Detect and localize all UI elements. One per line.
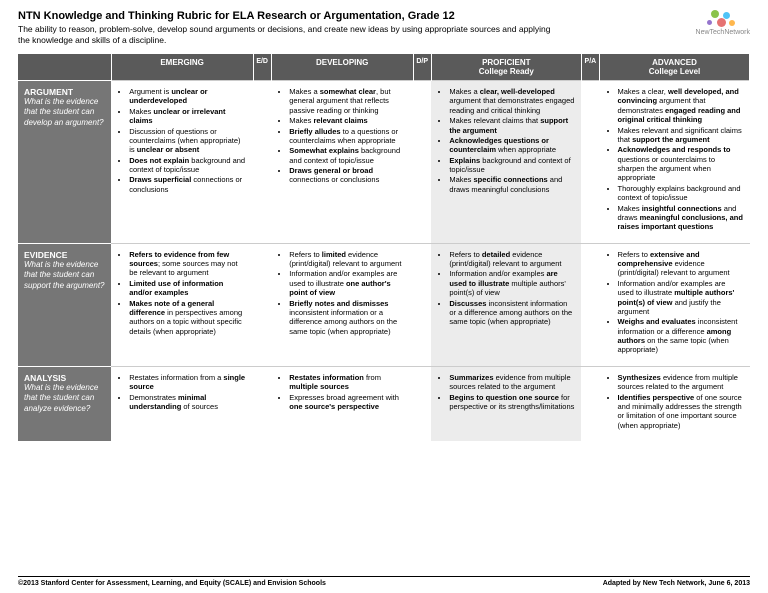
list-item: Limited use of information and/or exampl… — [129, 279, 247, 298]
list-item: Makes specific connections and draws mea… — [449, 175, 575, 194]
list-item: Acknowledges and responds to questions o… — [618, 145, 744, 183]
row-header: ANALYSISWhat is the evidence that the st… — [18, 366, 111, 441]
divider-cell — [413, 243, 431, 366]
list-item: Makes insightful connections and draws m… — [618, 204, 744, 232]
list-item: Expresses broad agreement with one sourc… — [289, 393, 407, 412]
list-item: Makes relevant claims that support the a… — [449, 116, 575, 135]
divider-cell — [413, 81, 431, 244]
list-item: Makes note of a general difference in pe… — [129, 299, 247, 337]
list-item: Information and/or examples are used to … — [449, 269, 575, 297]
cell-proficient: Refers to detailed evidence (print/digit… — [431, 243, 581, 366]
logo-text: NewTechNetwork — [696, 29, 750, 36]
list-item: Restates information from a single sourc… — [129, 373, 247, 392]
list-item: Explains background and context of topic… — [449, 156, 575, 175]
divider-cell — [581, 81, 599, 244]
page-subtitle: The ability to reason, problem-solve, de… — [18, 24, 558, 46]
table-row: EVIDENCEWhat is the evidence that the st… — [18, 243, 750, 366]
list-item: Thoroughly explains background and conte… — [618, 184, 744, 203]
page-title: NTN Knowledge and Thinking Rubric for EL… — [18, 10, 696, 22]
list-item: Acknowledges questions or counterclaim w… — [449, 136, 575, 155]
col-proficient: PROFICIENT College Ready — [431, 54, 581, 81]
list-item: Makes relevant and significant claims th… — [618, 126, 744, 145]
divider-cell — [413, 366, 431, 441]
list-item: Draws superficial connections or conclus… — [129, 175, 247, 194]
cell-proficient: Summarizes evidence from multiple source… — [431, 366, 581, 441]
list-item: Refers to detailed evidence (print/digit… — [449, 250, 575, 269]
footer-left: ©2013 Stanford Center for Assessment, Le… — [18, 580, 326, 587]
list-item: Briefly alludes to a questions or counte… — [289, 127, 407, 146]
divider-cell — [253, 81, 271, 244]
list-item: Argument is unclear or underdeveloped — [129, 87, 247, 106]
list-item: Refers to extensive and comprehensive ev… — [618, 250, 744, 278]
row-header: EVIDENCEWhat is the evidence that the st… — [18, 243, 111, 366]
cell-developing: Restates information from multiple sourc… — [271, 366, 413, 441]
cell-emerging: Argument is unclear or underdevelopedMak… — [111, 81, 253, 244]
list-item: Information and/or examples are used to … — [618, 279, 744, 317]
list-item: Refers to limited evidence (print/digita… — [289, 250, 407, 269]
col-dp: D/P — [413, 54, 431, 81]
divider-cell — [253, 366, 271, 441]
list-item: Refers to evidence from few sources; som… — [129, 250, 247, 278]
list-item: Makes a clear, well-developed argument t… — [449, 87, 575, 115]
col-advanced: ADVANCED College Level — [600, 54, 750, 81]
table-row: ANALYSISWhat is the evidence that the st… — [18, 366, 750, 441]
divider-cell — [581, 366, 599, 441]
row-header: ARGUMENTWhat is the evidence that the st… — [18, 81, 111, 244]
divider-cell — [253, 243, 271, 366]
list-item: Restates information from multiple sourc… — [289, 373, 407, 392]
col-emerging: EMERGING — [111, 54, 253, 81]
cell-developing: Refers to limited evidence (print/digita… — [271, 243, 413, 366]
logo: NewTechNetwork — [696, 10, 750, 36]
cell-advanced: Makes a clear, well developed, and convi… — [600, 81, 750, 244]
divider-cell — [581, 243, 599, 366]
list-item: Makes a clear, well developed, and convi… — [618, 87, 744, 125]
cell-developing: Makes a somewhat clear, but general argu… — [271, 81, 413, 244]
rubric-table: EMERGING E/D DEVELOPING D/P PROFICIENT C… — [18, 54, 750, 441]
footer-right: Adapted by New Tech Network, June 6, 201… — [603, 580, 750, 587]
list-item: Synthesizes evidence from multiple sourc… — [618, 373, 744, 392]
footer: ©2013 Stanford Center for Assessment, Le… — [18, 576, 750, 587]
list-item: Discussion of questions or counterclaims… — [129, 127, 247, 155]
list-item: Makes a somewhat clear, but general argu… — [289, 87, 407, 115]
list-item: Summarizes evidence from multiple source… — [449, 373, 575, 392]
list-item: Weighs and evaluates inconsistent inform… — [618, 317, 744, 355]
list-item: Briefly notes and dismisses inconsistent… — [289, 299, 407, 337]
list-item: Identifies perspective of one source and… — [618, 393, 744, 431]
cell-emerging: Restates information from a single sourc… — [111, 366, 253, 441]
cell-proficient: Makes a clear, well-developed argument t… — [431, 81, 581, 244]
col-developing: DEVELOPING — [271, 54, 413, 81]
col-ed: E/D — [253, 54, 271, 81]
list-item: Begins to question one source for perspe… — [449, 393, 575, 412]
list-item: Draws general or broad connections or co… — [289, 166, 407, 185]
list-item: Demonstrates minimal understanding of so… — [129, 393, 247, 412]
list-item: Makes relevant claims — [289, 116, 407, 125]
col-pa: P/A — [581, 54, 599, 81]
corner-cell — [18, 54, 111, 81]
list-item: Discusses inconsistent information or a … — [449, 299, 575, 327]
cell-emerging: Refers to evidence from few sources; som… — [111, 243, 253, 366]
table-row: ARGUMENTWhat is the evidence that the st… — [18, 81, 750, 244]
list-item: Somewhat explains background and context… — [289, 146, 407, 165]
list-item: Information and/or examples are used to … — [289, 269, 407, 297]
list-item: Does not explain background and context … — [129, 156, 247, 175]
list-item: Makes unclear or irrelevant claims — [129, 107, 247, 126]
cell-advanced: Synthesizes evidence from multiple sourc… — [600, 366, 750, 441]
cell-advanced: Refers to extensive and comprehensive ev… — [600, 243, 750, 366]
page-header: NTN Knowledge and Thinking Rubric for EL… — [18, 10, 750, 46]
